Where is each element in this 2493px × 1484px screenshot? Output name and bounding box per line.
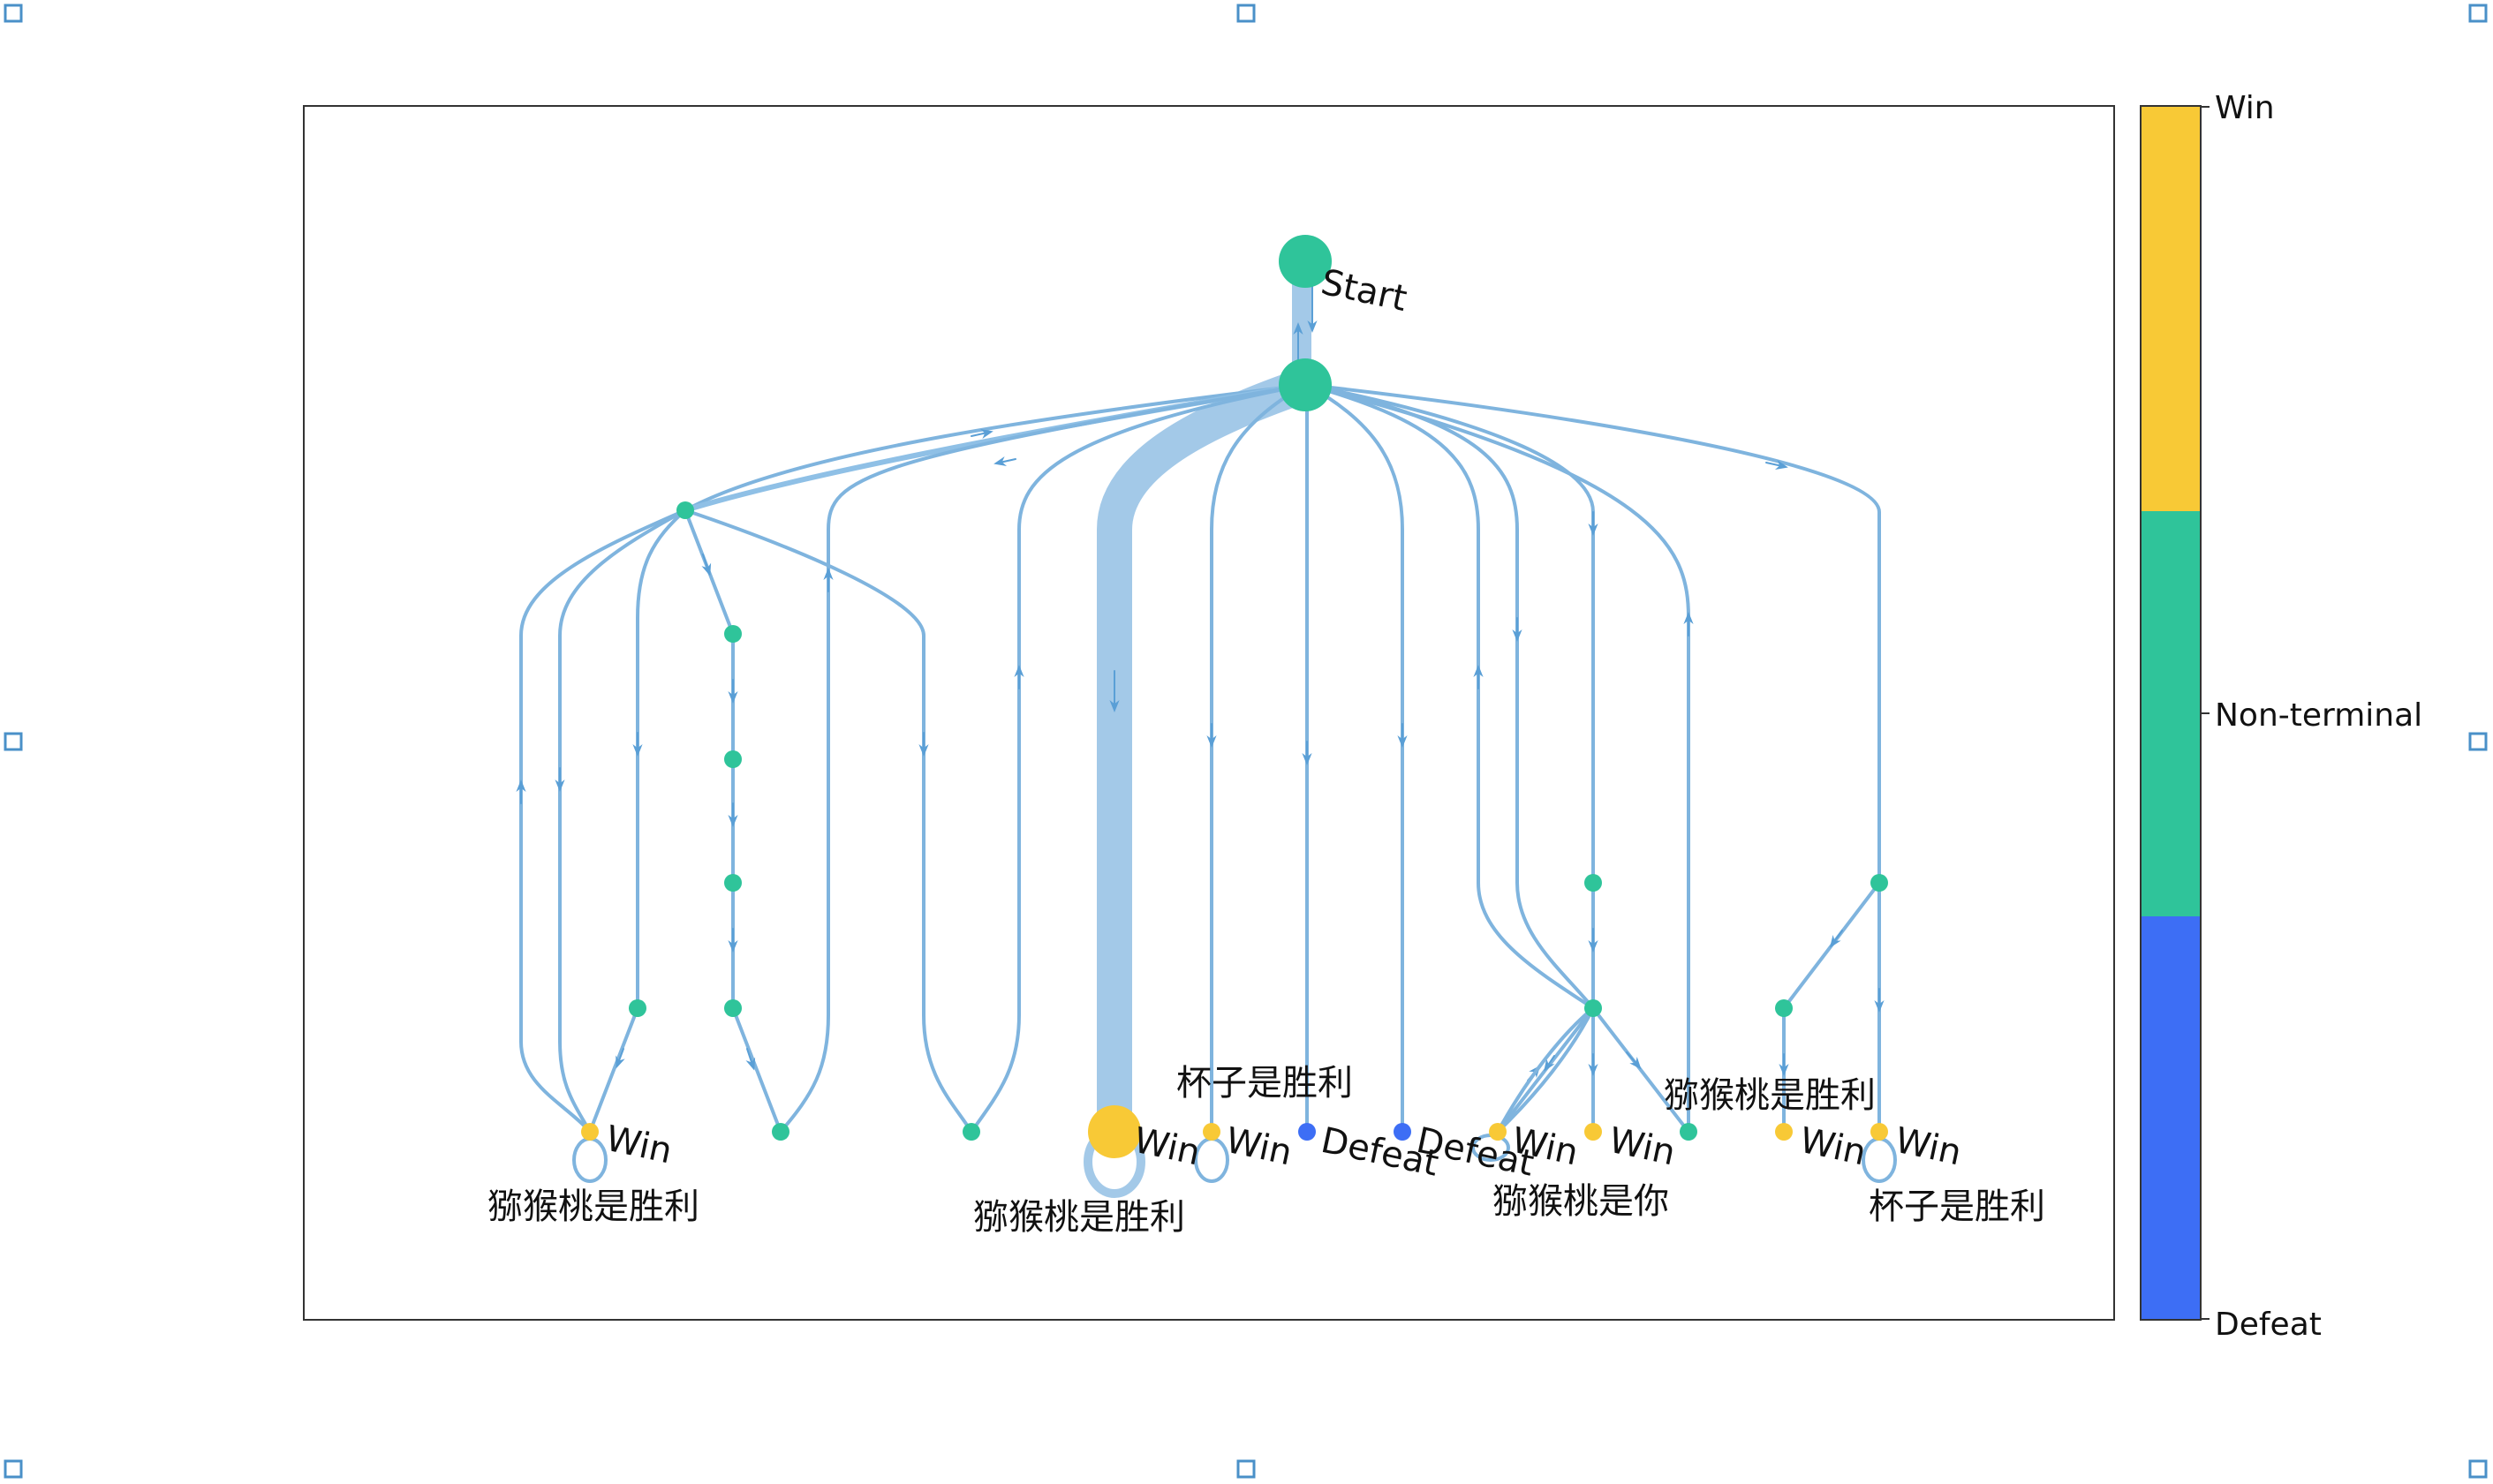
node-n8 bbox=[629, 999, 646, 1017]
colorbar-nonterminal-band bbox=[2141, 511, 2201, 916]
node-w7 bbox=[1870, 1123, 1888, 1141]
resize-handle-bc[interactable] bbox=[1236, 1459, 1256, 1479]
node-n3 bbox=[676, 501, 694, 519]
edge-n10-hub bbox=[970, 383, 1307, 1134]
node-n13 bbox=[1680, 1123, 1697, 1141]
edge-label-5: 猕猴桃是胜利 bbox=[1664, 1075, 1876, 1116]
edge-hub-n3 bbox=[684, 383, 1307, 512]
node-d2 bbox=[1394, 1123, 1411, 1141]
node-w2 bbox=[1088, 1105, 1141, 1158]
edge-n8-w1 bbox=[588, 1006, 639, 1134]
edge-hub-w3 bbox=[1210, 383, 1307, 1134]
resize-handle-br[interactable] bbox=[2468, 1459, 2488, 1479]
edge-n12-w4b bbox=[1496, 1006, 1595, 1134]
edge-n12-n15 bbox=[1591, 1006, 1690, 1134]
node-w1 bbox=[581, 1123, 599, 1141]
edge-hub-n11 bbox=[1305, 383, 1595, 885]
edge-label-6: 杯子是胜利 bbox=[1869, 1186, 2045, 1227]
node-n12 bbox=[1584, 999, 1602, 1017]
resize-handle-bl[interactable] bbox=[4, 1459, 23, 1479]
node-n13b bbox=[1775, 999, 1793, 1017]
colorbar-label-win: Win bbox=[2215, 90, 2275, 126]
edge-label-1: 猕猴桃是胜利 bbox=[487, 1186, 699, 1227]
edge-n3-w1-a bbox=[519, 508, 687, 1134]
resize-handle-tc[interactable] bbox=[1236, 4, 1256, 23]
resize-handle-tl[interactable] bbox=[4, 4, 23, 23]
node-n9 bbox=[772, 1123, 789, 1141]
edge-label-4: 猕猴桃是你 bbox=[1492, 1181, 1669, 1222]
node-w3 bbox=[1203, 1123, 1220, 1141]
plot-frame bbox=[303, 105, 2115, 1321]
edge-labels: 猕猴桃是胜利 猕猴桃是胜利 杯子是胜利 猕猴桃是你 猕猴桃是胜利 杯子是胜利 bbox=[487, 1063, 2045, 1238]
node-n1 bbox=[1279, 235, 1332, 288]
edge-hub-bigwin bbox=[1097, 367, 1323, 1143]
resize-handle-ml[interactable] bbox=[4, 732, 23, 751]
resize-handle-tr[interactable] bbox=[2468, 4, 2488, 23]
edge-hub-n14 bbox=[1305, 383, 1881, 885]
node-n11 bbox=[1584, 874, 1602, 892]
colorbar-label-nonterminal: Non-terminal bbox=[2215, 697, 2422, 734]
colorbar-win-band bbox=[2141, 106, 2201, 511]
edge-n3-n10 bbox=[684, 508, 973, 1134]
edge-n15-hub bbox=[1305, 383, 1690, 1134]
node-d1 bbox=[1298, 1123, 1316, 1141]
node-n7 bbox=[724, 999, 742, 1017]
node-w5 bbox=[1584, 1123, 1602, 1141]
node-w4 bbox=[1489, 1123, 1507, 1141]
node-n2 bbox=[1279, 358, 1332, 411]
node-w6 bbox=[1775, 1123, 1793, 1141]
edge-label-2: 猕猴桃是胜利 bbox=[973, 1197, 1185, 1238]
edge-w4-n12 bbox=[1496, 1006, 1595, 1134]
colorbar-label-defeat: Defeat bbox=[2215, 1307, 2322, 1343]
edge-hub-d2 bbox=[1305, 383, 1404, 1134]
edge-hub-n12-a bbox=[1305, 383, 1595, 1010]
node-n10 bbox=[963, 1123, 980, 1141]
node-n5 bbox=[724, 750, 742, 768]
node-n14 bbox=[1870, 874, 1888, 892]
edge-n9-hub bbox=[779, 383, 1307, 1134]
edge-n7-n9 bbox=[731, 1006, 782, 1134]
colorbar: Win Non-terminal Defeat bbox=[2140, 90, 2422, 1343]
colorbar-defeat-band bbox=[2141, 916, 2201, 1320]
edge-n3-n8 bbox=[636, 508, 687, 1010]
edge-label-3: 杯子是胜利 bbox=[1176, 1063, 1353, 1104]
edge-n3-w1-b bbox=[558, 508, 687, 1134]
resize-handle-mr[interactable] bbox=[2468, 732, 2488, 751]
node-n6 bbox=[724, 874, 742, 892]
nodes-layer bbox=[581, 235, 1888, 1158]
node-n4 bbox=[724, 625, 742, 643]
